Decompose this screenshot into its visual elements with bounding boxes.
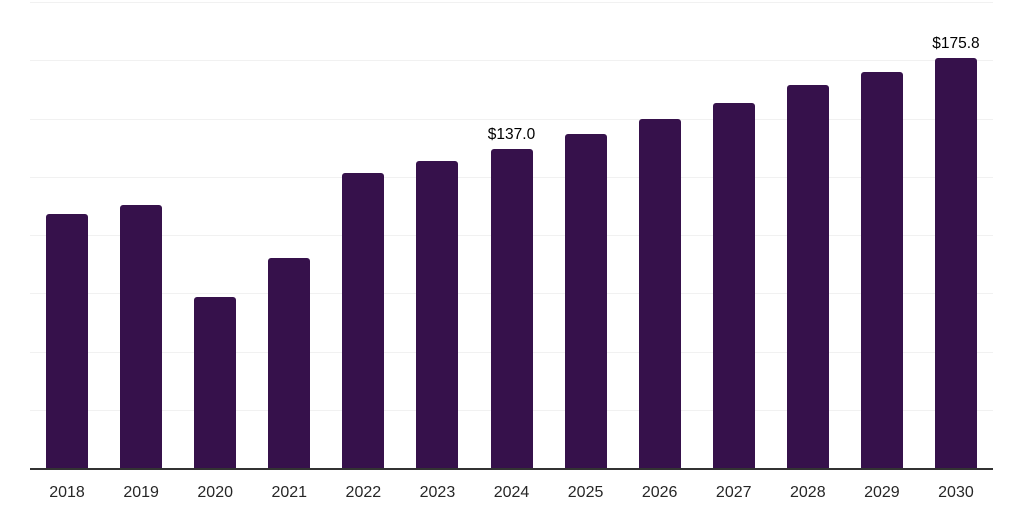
bar-2022 [342,173,385,468]
x-tick-label-2027: 2027 [715,484,752,501]
x-tick-label-2023: 2023 [419,484,456,501]
bar-2026 [638,119,681,468]
bar-2028 [786,84,829,468]
bar-2027 [712,102,755,468]
gridline-150 [30,118,993,120]
bar-2019 [120,204,163,468]
gridline-200 [30,2,993,3]
x-tick-label-2024: 2024 [493,484,530,501]
bar-2029 [860,71,903,468]
bar-2023 [416,161,459,468]
bar-2024 [490,148,533,468]
x-tick-label-2025: 2025 [567,484,604,501]
x-tick-label-2020: 2020 [197,484,233,501]
bar-value-label-2030: $175.8 [932,35,980,53]
x-tick-label-2030: 2030 [938,484,974,501]
bar-2020 [194,296,237,468]
x-axis-line [30,468,993,470]
x-tick-label-2029: 2029 [864,484,900,501]
bar-2021 [268,258,311,468]
bar-2025 [564,134,607,468]
gridline-175 [30,60,993,62]
x-tick-label-2018: 2018 [49,484,85,501]
x-tick-label-2019: 2019 [123,484,159,501]
bar-value-label-2024: $137.0 [487,125,536,143]
bar-2018 [46,214,89,468]
bar-2030 [934,58,977,468]
x-tick-label-2021: 2021 [271,484,308,501]
x-tick-label-2028: 2028 [790,484,826,501]
x-tick-label-2022: 2022 [345,484,382,501]
x-tick-label-2026: 2026 [641,484,678,501]
